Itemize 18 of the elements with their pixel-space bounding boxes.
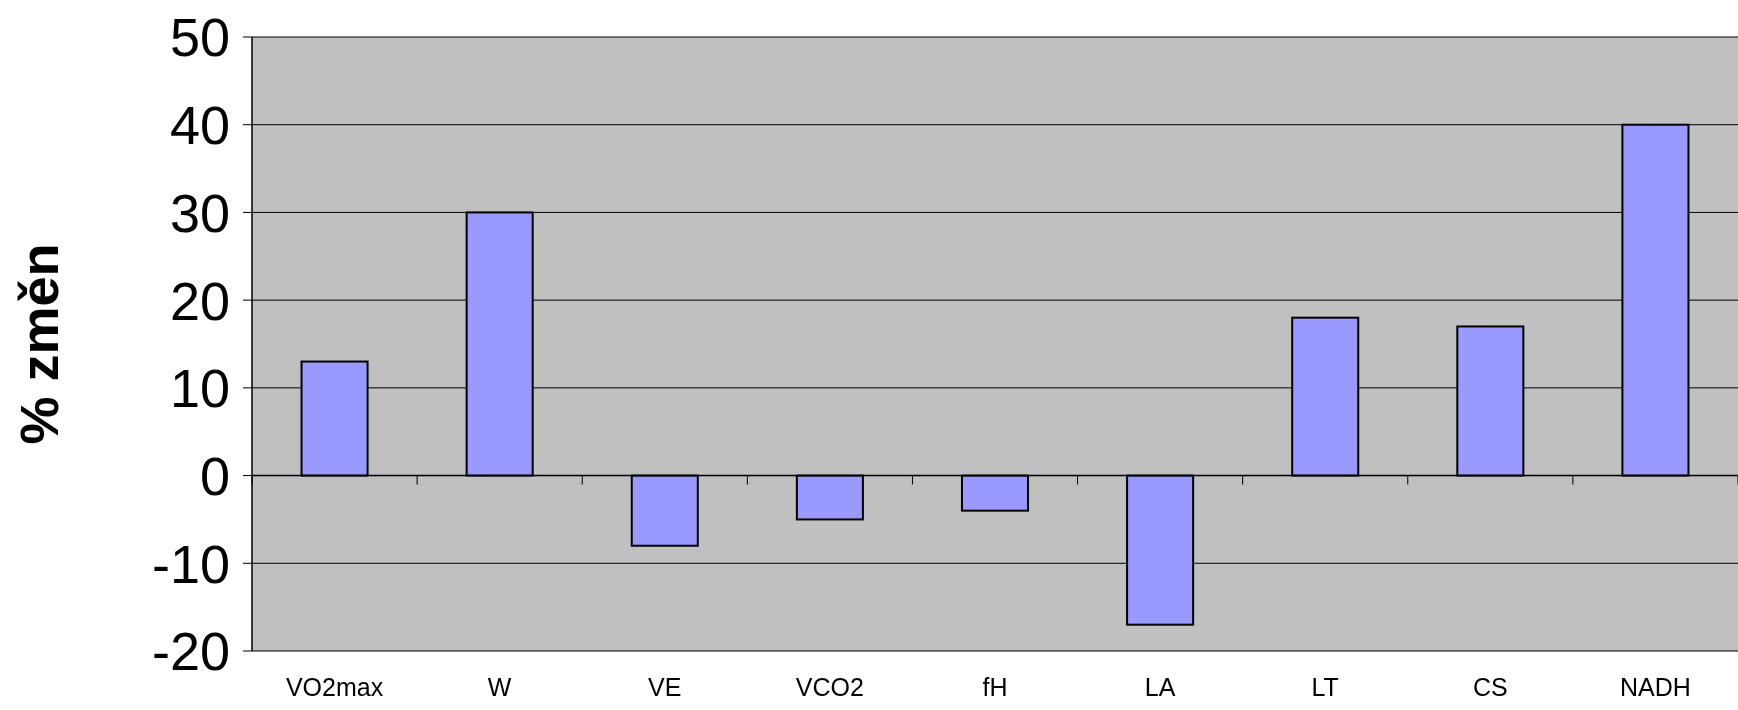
x-tick-label: VO2max [285, 673, 384, 701]
x-tick-label: CS [1472, 673, 1508, 701]
x-tick-label: W [487, 673, 512, 701]
x-tick-label: LA [1144, 673, 1176, 701]
y-tick-label: 0 [199, 446, 230, 507]
x-tick-label: LT [1311, 673, 1339, 701]
y-tick-label: 50 [169, 7, 230, 68]
y-tick-label: -20 [151, 621, 230, 682]
x-tick-label: NADH [1620, 673, 1691, 701]
y-tick-label: 10 [169, 358, 230, 419]
y-tick-label: -10 [151, 533, 230, 594]
x-tick-label: VCO2 [795, 673, 864, 701]
y-tick-label: 40 [169, 95, 230, 156]
y-tick-label: 20 [169, 270, 230, 331]
y-tick-label: 30 [169, 182, 230, 243]
y-axis-title: % změn [9, 243, 69, 445]
x-tick-label: VE [648, 673, 682, 701]
x-tick-label: fH [982, 673, 1008, 701]
